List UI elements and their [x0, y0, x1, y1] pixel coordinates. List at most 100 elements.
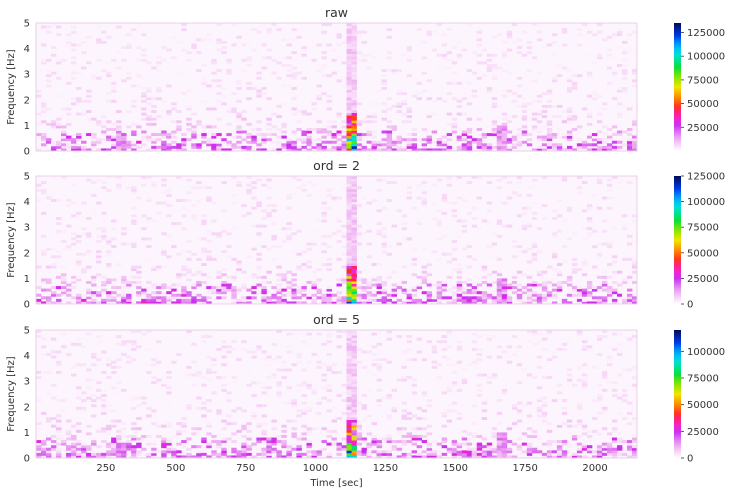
colorbar-3 — [674, 330, 681, 458]
heatmap-cell — [461, 133, 468, 137]
heatmap-cell — [336, 133, 342, 137]
heatmap-cell — [461, 288, 468, 292]
heatmap-cell — [496, 298, 503, 302]
heatmap-cell — [56, 216, 62, 220]
heatmap-cell — [456, 360, 463, 364]
heatmap-cell — [346, 355, 352, 359]
heatmap-cell — [236, 115, 242, 119]
heatmap-cell — [531, 99, 538, 103]
heatmap-cell — [351, 353, 357, 356]
heatmap-cell — [106, 127, 112, 131]
heatmap-cell — [91, 452, 97, 456]
heatmap-cell — [481, 296, 488, 300]
heatmap-cell — [211, 440, 217, 444]
heatmap-cell — [556, 440, 563, 444]
heatmap-cell — [41, 452, 47, 456]
heatmap-cell — [236, 406, 242, 410]
heatmap-cell — [396, 135, 403, 139]
heatmap-cell — [351, 422, 357, 426]
heatmap-cell — [386, 97, 392, 101]
heatmap-cell — [201, 452, 207, 456]
heatmap-cell — [461, 280, 468, 284]
heatmap-cell — [416, 275, 423, 279]
heatmap-cell — [441, 43, 448, 47]
heatmap-cell — [86, 148, 92, 152]
heatmap-cell — [36, 199, 42, 202]
heatmap-cell — [106, 358, 112, 362]
heatmap-cell — [526, 298, 533, 302]
heatmap-cell — [66, 293, 72, 297]
heatmap-cell — [346, 69, 352, 73]
heatmap-cell — [381, 291, 387, 295]
heatmap-cell — [421, 450, 428, 454]
heatmap-cell — [46, 455, 52, 459]
heatmap-cell — [341, 224, 347, 228]
heatmap-cell — [536, 250, 543, 254]
heatmap-cell — [181, 28, 187, 32]
heatmap-cell — [36, 335, 42, 339]
heatmap-cell — [406, 301, 413, 305]
heatmap-cell — [316, 291, 322, 295]
heatmap-cell — [611, 280, 618, 284]
heatmap-cell — [621, 293, 628, 297]
heatmap-cell — [486, 447, 493, 451]
heatmap-cell — [496, 422, 503, 426]
heatmap-cell — [526, 301, 533, 305]
heatmap-cell — [131, 399, 137, 403]
heatmap-cell — [106, 120, 112, 124]
heatmap-cell — [626, 411, 633, 415]
heatmap-cell — [346, 350, 352, 354]
heatmap-cell — [271, 286, 277, 290]
heatmap-cell — [431, 250, 438, 254]
heatmap-cell — [186, 58, 192, 62]
heatmap-cell — [441, 437, 448, 441]
heatmap-cell — [516, 176, 523, 179]
heatmap-cell — [516, 135, 523, 139]
heatmap-cell — [441, 99, 448, 103]
heatmap-cell — [311, 293, 317, 297]
heatmap-cell — [516, 419, 523, 423]
heatmap-cell — [246, 296, 252, 300]
heatmap-cell — [561, 280, 568, 284]
heatmap-cell — [611, 133, 618, 137]
heatmap-cell — [581, 23, 588, 26]
heatmap-cell — [406, 432, 413, 436]
heatmap-cell — [246, 81, 252, 85]
heatmap-cell — [266, 447, 272, 451]
heatmap-cell — [241, 445, 247, 449]
heatmap-cell — [156, 424, 162, 428]
heatmap-cell — [206, 38, 212, 42]
heatmap-cell — [421, 71, 428, 75]
heatmap-cell — [266, 48, 272, 52]
heatmap-cell — [206, 84, 212, 88]
heatmap-cell — [211, 452, 217, 456]
heatmap-cell — [176, 301, 182, 305]
heatmap-cell — [111, 386, 117, 390]
heatmap-cell — [501, 117, 508, 121]
heatmap-cell — [621, 298, 628, 302]
heatmap-cell — [486, 293, 493, 297]
heatmap-cell — [241, 270, 247, 274]
heatmap-cell — [586, 71, 593, 75]
heatmap-cell — [471, 224, 478, 228]
heatmap-cell — [61, 442, 67, 446]
heatmap-cell — [376, 278, 382, 282]
heatmap-cell — [396, 298, 403, 302]
heatmap-cell — [501, 434, 508, 438]
heatmap-cell — [531, 432, 538, 436]
heatmap-cell — [266, 301, 272, 305]
heatmap-cell — [501, 112, 508, 116]
heatmap-cell — [76, 211, 82, 215]
heatmap-cell — [121, 340, 127, 344]
heatmap-cell — [521, 381, 528, 385]
heatmap-cell — [376, 388, 382, 392]
heatmap-cell — [336, 257, 342, 261]
heatmap-cell — [601, 452, 608, 456]
heatmap-cell — [251, 291, 257, 295]
heatmap-cell — [221, 138, 227, 142]
heatmap-cell — [506, 71, 513, 75]
heatmap-cell — [566, 301, 573, 305]
heatmap-cell — [326, 43, 332, 47]
heatmap-cell — [226, 143, 232, 147]
heatmap-cell — [436, 376, 443, 380]
